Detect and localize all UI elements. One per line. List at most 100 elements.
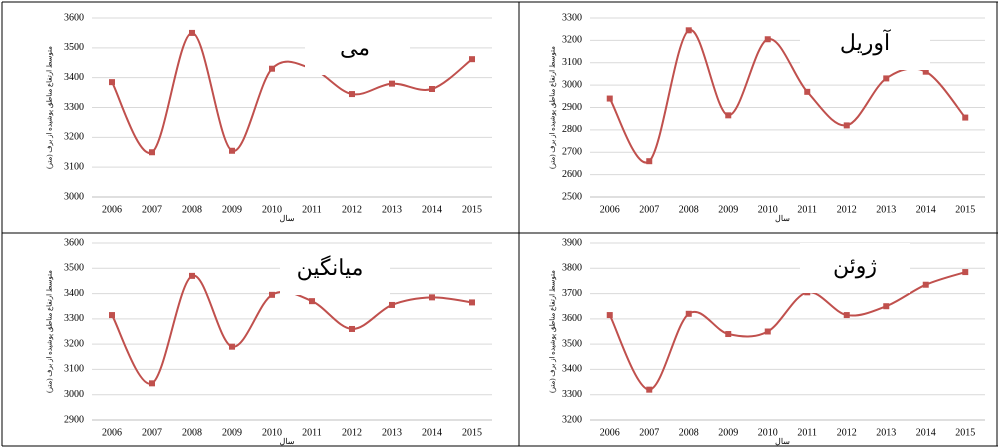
x-tick-label: 2015 — [955, 204, 975, 215]
x-tick-label: 2010 — [758, 204, 778, 215]
y-tick-label: 3400 — [64, 288, 84, 299]
x-tick-label: 2014 — [422, 427, 442, 438]
marker — [764, 328, 771, 335]
x-tick-label: 2015 — [462, 204, 482, 215]
x-tick-label: 2010 — [262, 427, 282, 438]
marker — [804, 88, 811, 95]
y-axis-title: متوسط ارتفاع مناطق پوشیده از برف (متر) — [549, 46, 557, 169]
x-tick-label: 2011 — [797, 204, 817, 215]
marker — [725, 331, 732, 338]
marker — [429, 86, 435, 93]
y-tick-label: 2700 — [562, 147, 582, 158]
chart-title: آوریل — [840, 29, 891, 56]
marker — [109, 79, 115, 86]
marker — [469, 56, 475, 63]
y-tick-label: 3200 — [562, 35, 582, 46]
y-tick-label: 3000 — [562, 79, 582, 90]
marker — [149, 380, 155, 387]
y-tick-label: 3300 — [562, 389, 582, 400]
marker — [962, 269, 969, 276]
y-tick-label: 3200 — [562, 414, 582, 425]
marker — [883, 75, 890, 82]
marker — [685, 27, 692, 34]
y-tick-label: 3100 — [64, 364, 84, 375]
x-tick-label: 2014 — [916, 204, 936, 215]
y-tick-label: 3000 — [64, 191, 84, 202]
x-tick-label: 2012 — [837, 427, 857, 438]
y-tick-label: 3600 — [64, 237, 84, 248]
marker — [109, 312, 115, 319]
marker — [149, 149, 155, 156]
y-tick-label: 3400 — [562, 364, 582, 375]
x-tick-label: 2007 — [142, 204, 162, 215]
y-tick-label: 3400 — [64, 72, 84, 83]
marker — [883, 303, 890, 310]
x-tick-label: 2012 — [342, 427, 362, 438]
y-tick-label: 3100 — [64, 161, 84, 172]
marker — [962, 114, 969, 121]
marker — [189, 29, 195, 36]
x-tick-label: 2009 — [718, 427, 738, 438]
y-tick-label: 3200 — [64, 338, 84, 349]
y-tick-label: 3300 — [562, 12, 582, 23]
y-tick-label: 3300 — [64, 102, 84, 113]
x-tick-label: 2011 — [302, 427, 322, 438]
y-tick-label: 3700 — [562, 288, 582, 299]
y-axis-title: متوسط ارتفاع مناطق پوشیده از برف (متر) — [46, 46, 54, 169]
marker — [229, 147, 235, 154]
marker — [429, 294, 435, 301]
x-tick-label: 2013 — [876, 427, 896, 438]
y-tick-label: 2500 — [562, 191, 582, 202]
x-tick-label: 2006 — [102, 204, 122, 215]
x-axis-title: سال — [280, 214, 295, 223]
marker — [725, 112, 732, 119]
marker — [843, 122, 850, 129]
marker — [685, 310, 692, 317]
title-box — [280, 245, 390, 295]
x-tick-label: 2014 — [422, 204, 442, 215]
y-tick-label: 3500 — [64, 42, 84, 53]
y-tick-label: 3600 — [562, 313, 582, 324]
y-tick-label: 3900 — [562, 237, 582, 248]
y-tick-label: 3500 — [562, 338, 582, 349]
x-tick-label: 2015 — [462, 427, 482, 438]
title-box — [800, 20, 930, 70]
marker — [606, 312, 613, 319]
marker — [646, 386, 653, 393]
x-tick-label: 2014 — [916, 427, 936, 438]
x-tick-label: 2009 — [222, 427, 242, 438]
x-tick-label: 2007 — [639, 204, 659, 215]
x-tick-label: 2012 — [837, 204, 857, 215]
chart-title: میانگین — [297, 255, 364, 281]
y-axis-title: متوسط ارتفاع مناطق پوشیده از برف (متر) — [549, 270, 557, 393]
marker — [269, 65, 275, 72]
x-axis-title: سال — [775, 437, 790, 446]
marker — [606, 95, 613, 102]
x-tick-label: 2009 — [718, 204, 738, 215]
y-axis-title: متوسط ارتفاع مناطق پوشیده از برف (متر) — [46, 270, 54, 393]
x-tick-label: 2006 — [102, 427, 122, 438]
x-axis-title: سال — [280, 437, 295, 446]
y-tick-label: 3500 — [64, 263, 84, 274]
marker — [309, 298, 315, 305]
x-tick-label: 2013 — [876, 204, 896, 215]
y-tick-label: 3200 — [64, 132, 84, 143]
x-tick-label: 2008 — [182, 427, 202, 438]
marker — [764, 36, 771, 43]
x-tick-label: 2013 — [382, 427, 402, 438]
y-tick-label: 3000 — [64, 389, 84, 400]
x-tick-label: 2012 — [342, 204, 362, 215]
marker — [922, 281, 929, 288]
marker — [189, 272, 195, 279]
chart-title: ژوئن — [833, 253, 877, 279]
y-tick-label: 2900 — [562, 102, 582, 113]
x-tick-label: 2008 — [182, 204, 202, 215]
marker — [269, 291, 275, 298]
x-tick-label: 2013 — [382, 204, 402, 215]
x-tick-label: 2009 — [222, 204, 242, 215]
marker — [469, 299, 475, 306]
x-tick-label: 2011 — [302, 204, 322, 215]
